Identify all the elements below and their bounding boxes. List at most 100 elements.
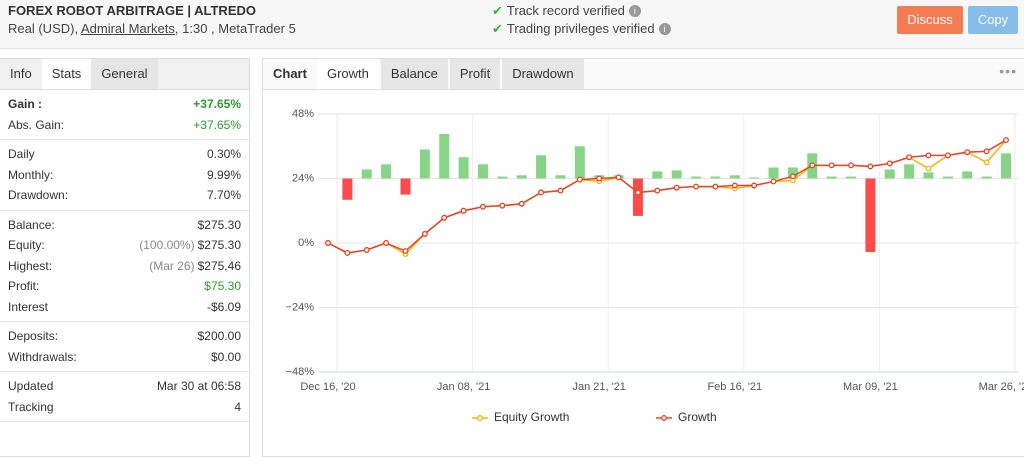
copy-button[interactable]: Copy bbox=[968, 6, 1018, 34]
discuss-button[interactable]: Discuss bbox=[897, 6, 963, 34]
series-point bbox=[576, 176, 583, 183]
x-tick-label: Jan 21, '21 bbox=[572, 381, 625, 393]
stat-value-wrap: +37.65% bbox=[193, 115, 241, 136]
tab[interactable]: Profit bbox=[449, 59, 501, 89]
series-point bbox=[383, 240, 390, 246]
stats-row: Daily 0.30% bbox=[8, 144, 241, 165]
stats-row: Gain : +37.65% bbox=[8, 94, 241, 115]
bar bbox=[555, 175, 566, 179]
stat-label: Monthly: bbox=[8, 167, 54, 182]
stat-label: Withdrawals: bbox=[8, 349, 77, 364]
verification-text: Track record verified bbox=[506, 3, 625, 18]
stat-value: 0.30% bbox=[206, 147, 241, 161]
stat-value: 9.99% bbox=[206, 167, 241, 182]
legend-label: Equity Growth bbox=[494, 410, 569, 424]
series-point bbox=[557, 187, 564, 194]
tab[interactable]: Chart bbox=[263, 59, 317, 89]
series-point bbox=[615, 174, 622, 181]
stats-panel: Info Stats General Gain : +37.65% Abs. Gai… bbox=[0, 58, 250, 457]
tab[interactable]: Info bbox=[0, 59, 42, 89]
stat-value: $275.30 bbox=[197, 238, 241, 252]
series-point bbox=[751, 182, 758, 189]
bar bbox=[516, 175, 527, 179]
broker-link[interactable]: Admiral Markets bbox=[80, 21, 175, 36]
stats-group: Updated Mar 30 at 06:58 Tracking 4 bbox=[0, 372, 249, 422]
series-point bbox=[983, 159, 990, 166]
stats-group: Daily 0.30% Monthly: 9.99% Drawdown: 7.70% bbox=[0, 140, 249, 211]
stats-row: Updated Mar 30 at 06:58 bbox=[8, 376, 241, 397]
stat-value-wrap: 9.99% bbox=[207, 165, 241, 186]
account-info: Real (USD), Admiral Markets, 1:30 , Meta… bbox=[8, 21, 296, 36]
bar bbox=[1001, 153, 1011, 179]
bar bbox=[691, 176, 702, 179]
tab-bar: Info Stats General bbox=[0, 59, 249, 90]
series-point bbox=[634, 189, 641, 196]
series-point bbox=[325, 240, 331, 246]
x-tick-label: Mar 26, '21 bbox=[979, 381, 1024, 393]
tab[interactable]: General bbox=[91, 59, 158, 89]
bar bbox=[846, 176, 857, 179]
stat-value-wrap: $0.00 bbox=[211, 347, 241, 368]
bar bbox=[981, 176, 992, 179]
series-point bbox=[596, 175, 603, 182]
stats-row: Monthly: 9.99% bbox=[8, 165, 241, 186]
stats-group: Deposits: $200.00 Withdrawals: $0.00 bbox=[0, 322, 249, 372]
x-tick-label: Feb 16, '21 bbox=[707, 381, 762, 393]
x-tick-label: Dec 16, '20 bbox=[300, 381, 355, 393]
verification: ✔ Track record verified i bbox=[492, 3, 641, 19]
stats-row: Drawdown: 7.70% bbox=[8, 185, 241, 206]
stats-row: Profit: $75.30 bbox=[8, 276, 241, 297]
x-tick-label: Mar 09, '21 bbox=[843, 381, 898, 393]
menu-icon[interactable]: ••• bbox=[999, 63, 1017, 79]
series-point bbox=[925, 165, 932, 172]
series-point bbox=[460, 207, 467, 214]
stat-value-wrap: 0.30% bbox=[207, 144, 241, 165]
series-point bbox=[789, 173, 796, 180]
bar bbox=[632, 178, 643, 216]
y-tick-label: 0% bbox=[298, 237, 314, 249]
stat-value: -$6.09 bbox=[206, 299, 241, 314]
series-point bbox=[867, 163, 874, 170]
bar bbox=[361, 169, 372, 179]
series-point bbox=[848, 162, 854, 169]
stat-value: $275.46 bbox=[197, 258, 241, 273]
bar bbox=[671, 170, 682, 179]
tab[interactable]: Growth bbox=[316, 59, 379, 89]
info-icon[interactable]: i bbox=[658, 23, 671, 35]
stat-value: Mar 30 at 06:58 bbox=[156, 379, 241, 393]
legend-marker bbox=[661, 415, 667, 421]
stat-value-wrap: $75.30 bbox=[204, 276, 241, 297]
verification-text: Trading privileges verified bbox=[506, 21, 655, 36]
stat-value: +37.65% bbox=[193, 117, 241, 132]
series-point bbox=[944, 152, 951, 159]
series-point bbox=[499, 202, 506, 209]
chart-panel: Chart Growth Balance Profit Drawdown ••• bbox=[262, 58, 1024, 457]
bar bbox=[342, 178, 353, 200]
legend-label: Growth bbox=[678, 410, 717, 424]
legend-marker bbox=[477, 415, 483, 421]
stat-label: Drawdown: bbox=[8, 188, 69, 202]
tab[interactable]: Balance bbox=[380, 59, 448, 89]
bar bbox=[729, 175, 740, 179]
tab[interactable]: Drawdown bbox=[502, 59, 584, 89]
stat-label: Highest: bbox=[8, 258, 53, 273]
series-point bbox=[441, 214, 448, 221]
stat-note: (100.00%) bbox=[139, 238, 195, 252]
tab[interactable]: Stats bbox=[41, 59, 92, 89]
series-point bbox=[538, 189, 545, 196]
stat-value-wrap: 7.70% bbox=[207, 185, 241, 206]
info-icon[interactable]: i bbox=[628, 5, 641, 17]
stat-value: +37.65% bbox=[193, 97, 241, 111]
y-tick-label: 48% bbox=[292, 108, 314, 120]
series-point bbox=[480, 203, 486, 210]
bar bbox=[536, 155, 547, 179]
series-point bbox=[1003, 137, 1009, 144]
bar bbox=[710, 176, 721, 179]
series-point bbox=[964, 149, 971, 156]
bar bbox=[768, 167, 779, 179]
series-line bbox=[327, 139, 1007, 254]
bar bbox=[962, 171, 973, 179]
stat-value-wrap: Mar 30 at 06:58 bbox=[157, 376, 241, 397]
bar bbox=[904, 164, 915, 179]
